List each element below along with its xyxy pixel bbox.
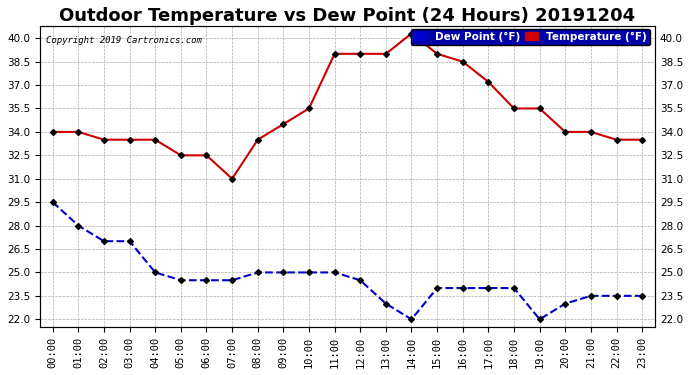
Legend: Dew Point (°F), Temperature (°F): Dew Point (°F), Temperature (°F)	[411, 29, 650, 45]
Title: Outdoor Temperature vs Dew Point (24 Hours) 20191204: Outdoor Temperature vs Dew Point (24 Hou…	[59, 7, 635, 25]
Text: Copyright 2019 Cartronics.com: Copyright 2019 Cartronics.com	[46, 36, 202, 45]
